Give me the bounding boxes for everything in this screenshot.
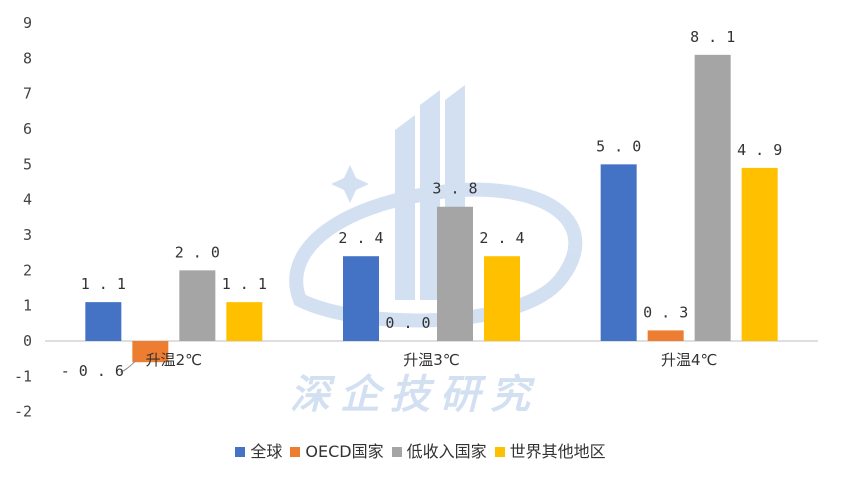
legend-swatch — [235, 447, 246, 457]
legend-label: 低收入国家 — [406, 442, 487, 461]
data-label: 0 . 3 — [643, 303, 688, 321]
y-axis: 9 8 7 6 5 4 3 2 1 0 -1 -2 — [14, 14, 818, 421]
legend: 全球 OECD国家 低收入国家 世界其他地区 — [0, 438, 841, 462]
data-label: 2 . 4 — [338, 229, 383, 247]
bar — [226, 302, 263, 341]
y-tick-label: 6 — [23, 120, 32, 138]
bar — [179, 270, 216, 341]
y-tick-label: 0 — [23, 332, 32, 350]
category-label: 升温2℃ — [146, 351, 202, 369]
legend-label: OECD国家 — [305, 442, 384, 461]
data-label: 1 . 1 — [81, 275, 126, 293]
y-tick-label: 8 — [23, 49, 32, 67]
svg-text:深企技研究: 深企技研究 — [290, 371, 540, 418]
y-tick-label: 1 — [23, 297, 32, 315]
y-tick-label: -1 — [14, 367, 32, 385]
bar — [741, 167, 778, 341]
data-label: 3 . 8 — [432, 180, 477, 198]
legend-item: 全球 — [235, 438, 282, 462]
legend-swatch — [290, 447, 301, 457]
bar — [647, 330, 684, 341]
legend-item: 低收入国家 — [391, 438, 487, 462]
data-label: 8 . 1 — [690, 28, 735, 46]
category-label: 升温3℃ — [403, 351, 459, 369]
legend-label: 全球 — [250, 442, 283, 461]
bar — [484, 256, 520, 341]
data-label: 2 . 0 — [175, 243, 220, 261]
y-tick-label: -2 — [14, 403, 32, 421]
legend-item: OECD国家 — [290, 438, 384, 462]
bar — [343, 256, 379, 341]
y-tick-label: 3 — [23, 226, 32, 244]
data-labels-group: 1 . 1- 0 . 62 . 01 . 12 . 40 . 03 . 82 .… — [61, 28, 783, 380]
legend-swatch — [494, 447, 505, 457]
legend-swatch — [391, 447, 402, 457]
y-tick-label: 2 — [23, 261, 32, 279]
bar — [600, 164, 637, 341]
y-tick-label: 9 — [23, 14, 32, 32]
bar — [694, 54, 731, 342]
label-leader-line — [120, 359, 137, 373]
bar — [85, 302, 122, 341]
category-labels-group: 升温2℃ 升温3℃ 升温4℃ — [146, 351, 718, 369]
data-label: 4 . 9 — [737, 141, 782, 159]
y-tick-label: 5 — [23, 155, 32, 173]
category-label: 升温4℃ — [661, 351, 717, 369]
legend-item: 世界其他地区 — [494, 438, 606, 462]
bars-group — [85, 54, 778, 363]
data-label: 1 . 1 — [222, 275, 267, 293]
data-label: 5 . 0 — [596, 137, 641, 155]
y-tick-label: 7 — [23, 85, 32, 103]
bar — [132, 341, 169, 363]
data-label: 2 . 4 — [479, 229, 524, 247]
data-label: 0 . 0 — [385, 314, 430, 332]
legend-label: 世界其他地区 — [509, 442, 606, 461]
data-label: - 0 . 6 — [61, 362, 124, 380]
y-tick-label: 4 — [23, 191, 32, 209]
bar — [437, 206, 473, 341]
